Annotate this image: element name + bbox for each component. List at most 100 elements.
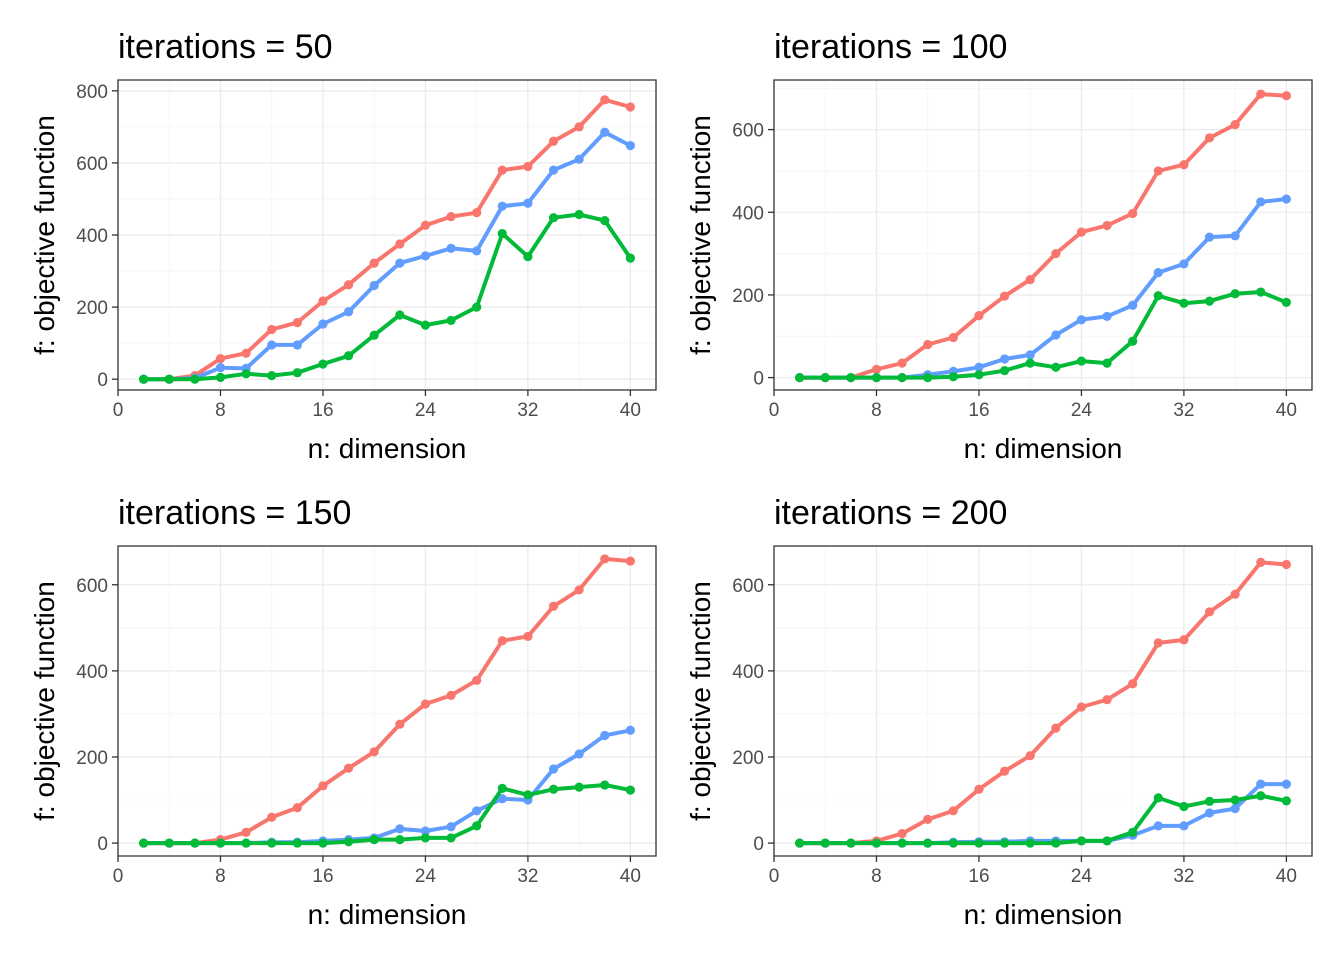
data-point bbox=[318, 838, 328, 848]
data-point bbox=[1076, 702, 1087, 712]
x-tick-label: 16 bbox=[312, 400, 333, 421]
data-point bbox=[548, 601, 559, 611]
data-point bbox=[446, 690, 456, 701]
data-point bbox=[395, 258, 405, 268]
data-point bbox=[472, 302, 482, 312]
data-point bbox=[446, 315, 456, 326]
data-point bbox=[1281, 796, 1291, 806]
data-point bbox=[1102, 695, 1112, 705]
data-point bbox=[369, 747, 379, 757]
data-point bbox=[600, 215, 610, 226]
data-point bbox=[574, 585, 584, 595]
data-point bbox=[897, 358, 907, 368]
data-point bbox=[395, 835, 405, 845]
data-point bbox=[846, 838, 856, 848]
x-axis-title: n: dimension bbox=[308, 433, 467, 464]
data-point bbox=[1230, 804, 1240, 814]
data-point bbox=[1153, 793, 1163, 803]
data-point bbox=[1051, 249, 1061, 259]
data-point bbox=[1153, 166, 1163, 176]
data-point bbox=[1128, 208, 1138, 219]
data-point bbox=[267, 340, 277, 350]
data-point bbox=[1204, 796, 1215, 806]
data-point bbox=[1153, 638, 1163, 648]
data-point bbox=[472, 821, 482, 831]
data-point bbox=[318, 296, 328, 306]
data-point bbox=[1179, 160, 1189, 170]
data-point bbox=[625, 141, 635, 151]
data-point bbox=[472, 806, 482, 816]
series-line-2 bbox=[141, 728, 633, 846]
data-point bbox=[871, 373, 882, 383]
x-axis-title: n: dimension bbox=[964, 899, 1123, 930]
data-point bbox=[1179, 635, 1189, 645]
data-point bbox=[999, 365, 1010, 376]
x-tick-label: 24 bbox=[415, 400, 437, 421]
data-point bbox=[1051, 723, 1061, 733]
data-point bbox=[1256, 791, 1266, 801]
x-tick-label: 32 bbox=[517, 400, 538, 421]
x-tick-label: 16 bbox=[968, 400, 989, 421]
data-point bbox=[343, 837, 354, 847]
data-point bbox=[523, 161, 533, 172]
data-point bbox=[948, 806, 958, 816]
data-point bbox=[292, 317, 302, 328]
data-point bbox=[600, 780, 610, 790]
data-point bbox=[497, 636, 507, 646]
data-point bbox=[420, 220, 431, 230]
data-point bbox=[1230, 231, 1240, 241]
y-tick-label: 0 bbox=[97, 370, 108, 391]
data-point bbox=[923, 838, 933, 848]
data-point bbox=[446, 243, 456, 253]
data-point bbox=[1281, 297, 1291, 307]
data-point bbox=[523, 790, 533, 800]
data-point bbox=[574, 209, 584, 220]
data-point bbox=[164, 374, 174, 384]
data-point bbox=[215, 372, 226, 382]
data-point bbox=[164, 838, 174, 848]
data-point bbox=[1051, 838, 1061, 848]
x-tick-label: 0 bbox=[769, 866, 780, 887]
data-point bbox=[1128, 336, 1138, 346]
data-point bbox=[395, 719, 405, 729]
data-point bbox=[267, 838, 277, 848]
x-tick-label: 40 bbox=[620, 400, 641, 421]
data-point bbox=[1230, 289, 1240, 299]
data-point bbox=[241, 838, 251, 848]
y-tick-label: 400 bbox=[76, 662, 108, 683]
x-tick-label: 40 bbox=[620, 866, 641, 887]
data-point bbox=[472, 208, 482, 218]
data-point bbox=[1179, 298, 1189, 308]
data-point bbox=[1128, 827, 1138, 837]
data-point bbox=[625, 253, 635, 263]
data-point bbox=[190, 838, 200, 848]
x-axis-title: n: dimension bbox=[308, 899, 467, 930]
series-line-3 bbox=[141, 212, 633, 382]
data-point bbox=[1281, 194, 1291, 204]
x-tick-label: 32 bbox=[517, 866, 538, 887]
data-point bbox=[548, 213, 559, 223]
data-point bbox=[548, 165, 559, 175]
data-point bbox=[1281, 559, 1291, 570]
data-point bbox=[1230, 589, 1240, 599]
data-point bbox=[497, 783, 507, 794]
data-point bbox=[923, 814, 933, 825]
data-point bbox=[267, 812, 277, 822]
data-point bbox=[215, 354, 226, 364]
data-point bbox=[574, 782, 584, 792]
data-point bbox=[420, 251, 431, 261]
data-point bbox=[446, 833, 456, 843]
data-point bbox=[318, 319, 328, 329]
panel-frame bbox=[773, 545, 1313, 857]
data-point bbox=[1102, 358, 1112, 368]
data-point bbox=[574, 154, 584, 164]
x-tick-label: 40 bbox=[1276, 400, 1297, 421]
data-point bbox=[974, 370, 984, 380]
data-point bbox=[1256, 557, 1266, 567]
data-point bbox=[1102, 836, 1112, 846]
data-point bbox=[241, 827, 251, 837]
data-point bbox=[1025, 751, 1035, 761]
data-point bbox=[267, 370, 277, 381]
